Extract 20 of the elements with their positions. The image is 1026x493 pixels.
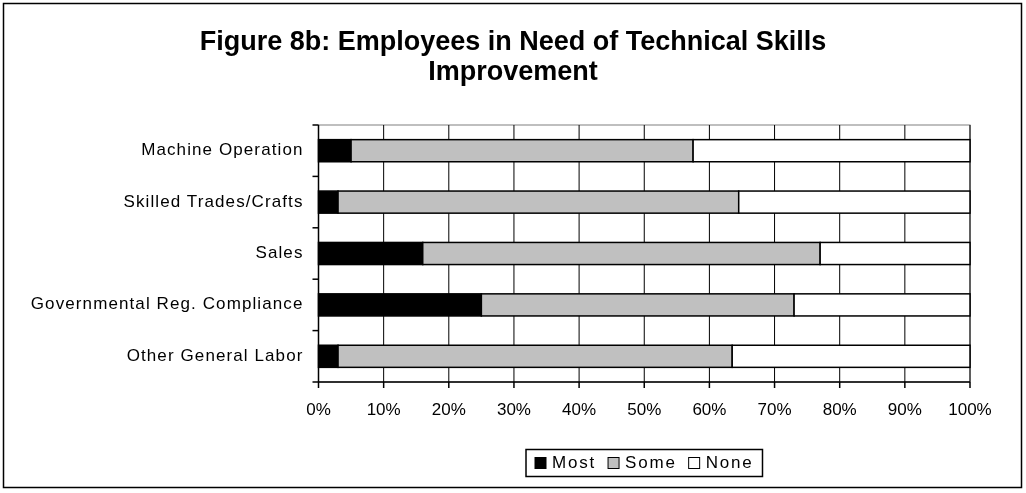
x-tick-label: 90% [887,400,922,420]
y-tick-label: Other General Labor [126,345,304,365]
x-tick-label: 60% [692,400,727,420]
x-tick-label: 20% [431,400,466,420]
x-tick-label: 10% [366,400,401,420]
y-tick-label: Governmental Reg. Compliance [30,294,304,314]
x-tick-label: 30% [496,400,531,420]
x-tick-label: 40% [562,400,597,420]
x-tick-label: 80% [822,400,857,420]
y-tick-label: Skilled Trades/Crafts [123,191,304,211]
legend-label: None [705,453,754,473]
x-tick-label: 0% [306,400,331,420]
x-tick-label: 70% [757,400,792,420]
y-tick-label: Machine Operation [141,140,304,160]
x-tick-label: 100% [948,400,992,420]
chart-title: Figure 8b: Employees in Need of Technical Skills Improvement [199,26,827,87]
x-tick-label: 50% [627,400,662,420]
legend-label: Most [552,453,597,473]
y-tick-label: Sales [255,242,304,262]
legend-label: Some [625,453,677,473]
